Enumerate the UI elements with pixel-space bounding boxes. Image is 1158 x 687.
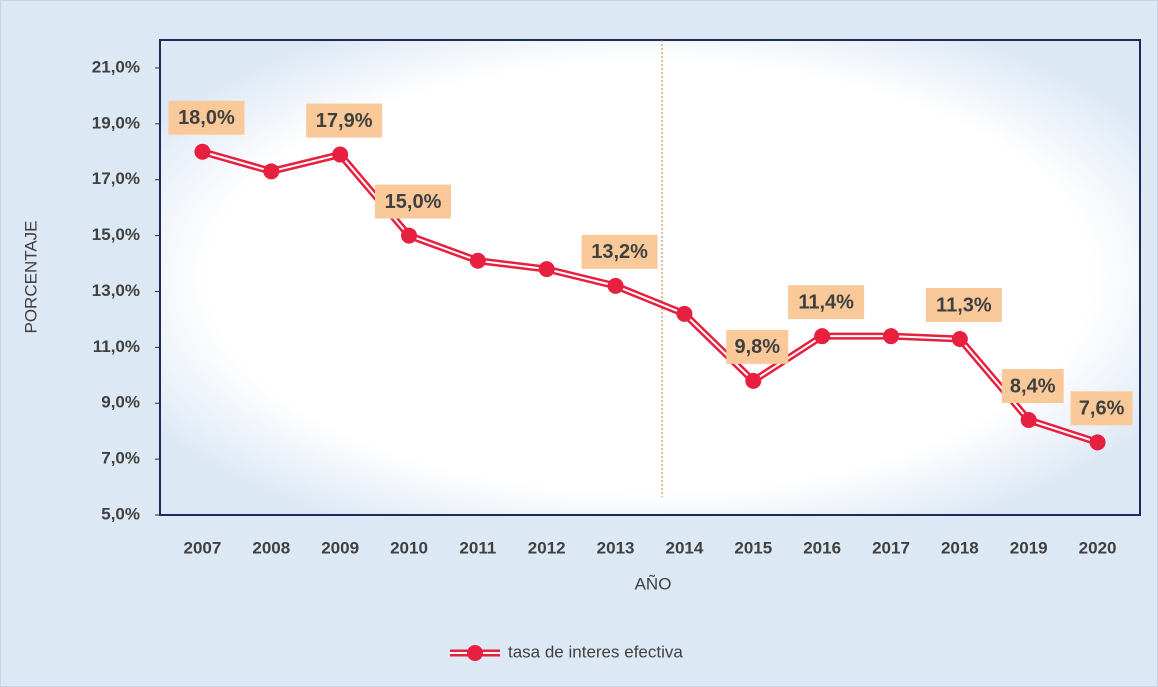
y-tick-label: 9,0%: [101, 393, 140, 412]
data-label: 11,4%: [798, 291, 854, 313]
x-tick-label: 2016: [803, 538, 841, 557]
data-label-box: [788, 285, 865, 320]
x-tick-label: 2008: [252, 538, 290, 557]
data-label: 13,2%: [591, 241, 648, 263]
data-label: 18,0%: [178, 107, 235, 129]
point: [883, 328, 899, 345]
data-label: 11,3%: [936, 294, 992, 316]
point: [469, 252, 486, 269]
data-label-box: [306, 103, 383, 138]
x-tick-label: 2013: [597, 538, 635, 557]
x-tick-label: 2011: [459, 538, 496, 557]
point: [1020, 412, 1037, 428]
point: [745, 372, 762, 389]
point: [1089, 434, 1106, 451]
y-tick-label: 11,0%: [93, 337, 140, 356]
y-tick-label: 15,0%: [92, 225, 140, 244]
point: [607, 277, 624, 294]
data-label: 7,6%: [1079, 398, 1125, 420]
x-axis-title: AÑO: [635, 574, 672, 593]
point: [332, 146, 349, 163]
point: [538, 261, 555, 278]
x-tick-label: 2014: [666, 538, 704, 557]
legend-label: tasa de interes efectiva: [508, 642, 683, 661]
data-label-box: [581, 234, 658, 269]
data-label-box: [925, 287, 1002, 322]
data-label-box: [726, 329, 789, 364]
y-axis-title: PORCENTAJE: [21, 220, 40, 333]
point: [194, 143, 211, 160]
x-tick-label: 2007: [184, 538, 222, 557]
y-tick-label: 13,0%: [92, 281, 140, 300]
y-tick-label: 17,0%: [92, 169, 140, 188]
x-tick-label: 2017: [872, 538, 910, 557]
x-tick-label: 2010: [390, 538, 428, 557]
data-label-box: [1001, 369, 1064, 403]
x-tick-label: 2009: [321, 538, 359, 557]
line-highlight: [202, 150, 1098, 444]
x-tick-label: 2019: [1010, 538, 1048, 557]
data-label-box: [1070, 391, 1133, 426]
y-tick-label: 21,0%: [92, 57, 140, 76]
data-label: 9,8%: [734, 336, 780, 358]
x-tick-label: 2020: [1079, 538, 1117, 557]
y-tick-label: 5,0%: [101, 504, 140, 523]
y-tick-label: 7,0%: [101, 449, 140, 468]
data-label-box: [168, 100, 245, 135]
point: [814, 328, 831, 345]
data-label: 17,9%: [316, 110, 373, 132]
x-tick-label: 2015: [734, 538, 772, 557]
legend-marker: [467, 645, 483, 661]
x-tick-label: 2012: [528, 538, 566, 557]
data-label: 8,4%: [1010, 375, 1056, 397]
x-tick-label: 2018: [941, 538, 979, 557]
data-label-box: [375, 184, 451, 219]
point: [401, 227, 417, 244]
y-tick-label: 19,0%: [92, 113, 140, 132]
point: [263, 163, 280, 180]
point: [676, 305, 693, 322]
data-label: 15,0%: [385, 191, 442, 213]
point: [951, 330, 968, 347]
